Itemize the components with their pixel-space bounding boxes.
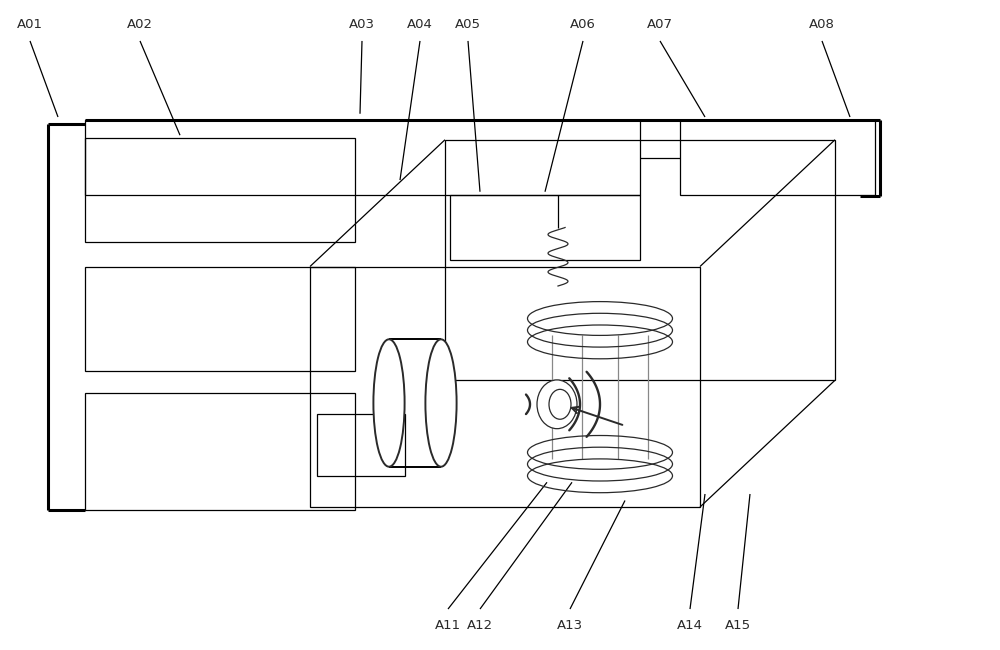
Bar [85,266,355,370]
Ellipse shape [549,389,571,419]
Text: A11: A11 [435,619,461,632]
Text: A07: A07 [647,18,673,31]
Text: A03: A03 [349,18,375,31]
Bar [85,138,355,242]
Text: A06: A06 [570,18,596,31]
Bar [310,266,700,507]
Text: A05: A05 [455,18,481,31]
Text: A13: A13 [557,619,583,632]
Text: A15: A15 [725,619,751,632]
Bar [317,414,405,476]
Text: A08: A08 [809,18,835,31]
Text: A14: A14 [677,619,703,632]
Text: A04: A04 [407,18,433,31]
Bar [450,195,640,260]
Bar [445,140,835,380]
Bar [85,393,355,510]
Text: A12: A12 [467,619,493,632]
Ellipse shape [537,380,577,429]
Text: A02: A02 [127,18,153,31]
Ellipse shape [373,339,405,467]
Ellipse shape [425,339,457,467]
Bar [680,120,875,195]
Text: A01: A01 [17,18,43,31]
Bar [85,120,640,195]
